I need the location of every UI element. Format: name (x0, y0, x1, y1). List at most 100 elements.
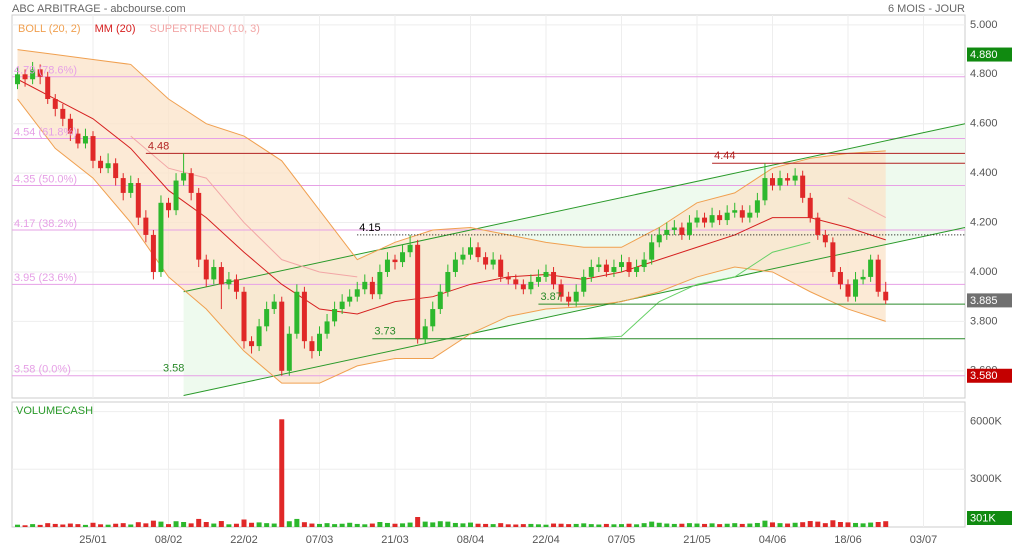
volume-bar (724, 523, 730, 527)
candle-body (52, 99, 58, 109)
candle-body (181, 173, 187, 181)
candle-body (618, 262, 624, 268)
volume-bar (467, 522, 473, 527)
volume-bar (392, 523, 398, 527)
candle-body (407, 244, 413, 253)
candle-body (883, 291, 889, 301)
candle-body (445, 271, 451, 292)
candle-body (362, 281, 368, 290)
plot-layer (15, 49, 966, 527)
y-tick-label: 3.800 (970, 315, 998, 327)
candle-body (588, 267, 594, 277)
volume-bar (475, 523, 481, 527)
level-label: 4.15 (359, 222, 380, 234)
x-tick-label: 21/05 (683, 534, 711, 546)
volume-bar (309, 523, 315, 527)
x-tick-label: 22/04 (532, 534, 560, 546)
volume-bar (452, 522, 458, 527)
candle-body (422, 326, 428, 339)
candle-body (694, 217, 700, 223)
candle-body (566, 296, 572, 302)
candle-body (528, 281, 534, 290)
candle-body (158, 202, 164, 272)
volume-bar (188, 523, 194, 527)
y-tick-label: 4.000 (970, 266, 998, 278)
y-tick-label: 6000K (970, 416, 1002, 428)
volume-bar (641, 523, 647, 527)
candle-body (113, 163, 119, 179)
candle-body (271, 301, 277, 310)
volume-bar (581, 523, 587, 527)
volume-bar (105, 524, 111, 527)
volume-bar (113, 523, 119, 527)
candle-body (241, 291, 247, 342)
volume-bar (354, 523, 360, 527)
candle-body (860, 276, 866, 280)
candle-body (732, 210, 738, 213)
price-badge-label: 3.580 (970, 370, 998, 382)
candle-body (45, 76, 51, 100)
candle-body (603, 264, 609, 272)
volume-bar (22, 525, 28, 527)
y-tick-label: 4.800 (970, 68, 998, 80)
x-tick-label: 07/05 (608, 534, 636, 546)
price-badge-label: 3.885 (970, 295, 998, 307)
fibonacci-label: 3.58 (0.0%) (14, 364, 71, 376)
candle-body (377, 271, 383, 295)
volume-bar (498, 523, 504, 527)
candle-body (120, 178, 126, 193)
candle-body (626, 262, 632, 272)
candle-body (868, 259, 874, 277)
candle-body (324, 321, 330, 334)
candle-body (467, 247, 473, 255)
fibonacci-label: 4.35 (50.0%) (14, 173, 77, 185)
volume-bar (445, 521, 451, 527)
candle-body (301, 291, 307, 342)
volume-bar (332, 524, 338, 527)
candle-body (249, 341, 255, 347)
moving-average (17, 78, 886, 315)
volume-bar (785, 523, 791, 527)
candle-body (233, 279, 239, 292)
volume-bar (166, 524, 172, 527)
volume-bar (218, 521, 224, 527)
candle-body (339, 301, 345, 310)
volume-bar (656, 522, 662, 527)
volume-bar (747, 523, 753, 527)
volume-bar (233, 523, 239, 527)
candle-body (354, 289, 360, 297)
volume-bar (769, 522, 775, 527)
volume-bar (626, 523, 632, 527)
volume-bar (347, 522, 353, 527)
volume-bar (573, 523, 579, 527)
volume-bar (37, 524, 43, 527)
fibonacci-label: 4.79 (78.6%) (14, 65, 77, 77)
bollinger-upper (17, 49, 886, 261)
volume-bar (649, 521, 655, 527)
volume-bar (45, 523, 51, 527)
candle-body (490, 259, 496, 265)
volume-bar (226, 524, 232, 527)
price-badge (967, 368, 1012, 383)
volume-bar (634, 524, 640, 527)
candle-body (22, 74, 28, 80)
supertrend-down (847, 197, 886, 219)
candle-body (822, 234, 828, 243)
x-tick-label: 22/02 (230, 534, 258, 546)
volume-bar (135, 522, 141, 527)
candle-body (792, 175, 798, 181)
volume-bar (830, 520, 836, 527)
volume-bar (400, 523, 406, 527)
candle-body (392, 259, 398, 263)
volume-bar (67, 523, 73, 527)
volume-bar (82, 524, 88, 527)
volume-bar (762, 520, 768, 527)
price-badge (967, 511, 1012, 525)
candle-body (800, 175, 806, 198)
volume-bar (158, 521, 164, 527)
volume-bar (369, 523, 375, 527)
level-label: 3.58 (163, 363, 184, 375)
volume-bar (815, 521, 821, 527)
volume-bar (279, 419, 285, 527)
candle-body (709, 215, 715, 223)
